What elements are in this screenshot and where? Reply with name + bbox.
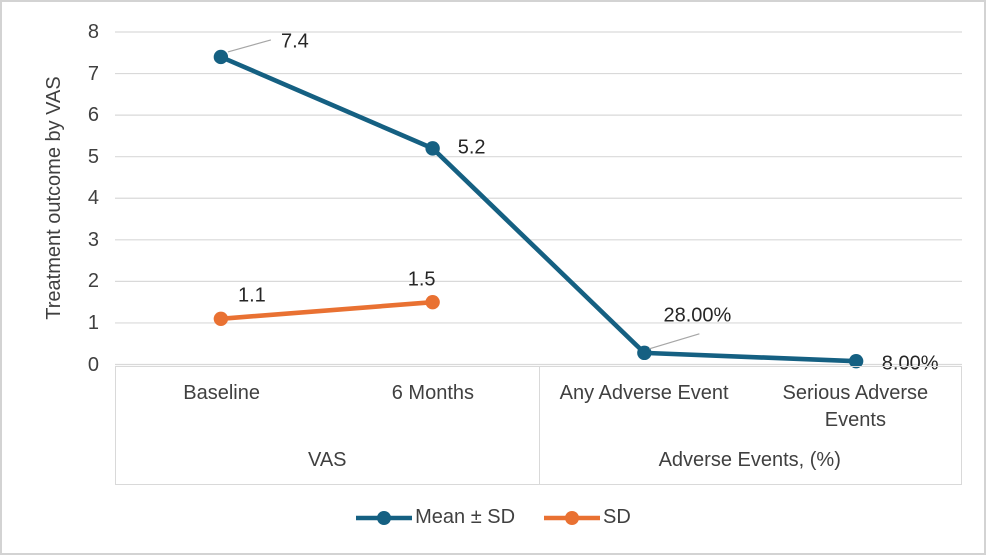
data-point-marker bbox=[848, 353, 864, 369]
category-label: Baseline bbox=[183, 382, 260, 404]
data-point-marker bbox=[213, 311, 229, 326]
category-labels-row: Baseline 6 Months Any Adverse Event Serious… bbox=[116, 380, 961, 434]
data-point-marker bbox=[425, 294, 440, 310]
series-line-sd bbox=[218, 299, 435, 322]
data-label: 1.1 bbox=[237, 284, 266, 307]
y-tick-label: 0 bbox=[87, 353, 99, 376]
y-tick-label: 7 bbox=[87, 62, 99, 85]
data-label: 28.00% bbox=[663, 304, 732, 327]
legend-item: Mean ± SD bbox=[355, 506, 515, 529]
category-label: Serious Adverse Events bbox=[782, 382, 929, 431]
legend-label: SD bbox=[603, 506, 631, 528]
category-group-label: VAS bbox=[307, 449, 347, 471]
legend-label: Mean ± SD bbox=[415, 506, 516, 528]
label-leader-line bbox=[227, 39, 272, 53]
data-label: 8.00% bbox=[881, 352, 939, 375]
category-group-divider bbox=[539, 367, 540, 484]
y-tick-label: 4 bbox=[87, 187, 99, 210]
category-groups-row: VAS Adverse Events, (%) bbox=[116, 447, 961, 473]
data-point-marker bbox=[425, 141, 440, 156]
legend-key-icon bbox=[544, 510, 601, 525]
category-label: 6 Months bbox=[391, 382, 474, 404]
data-point-marker bbox=[213, 49, 229, 65]
y-tick-label: 1 bbox=[87, 311, 99, 334]
legend-item: SD bbox=[543, 506, 631, 529]
series-line-mean-sd bbox=[218, 54, 859, 364]
y-tick-label: 8 bbox=[87, 21, 99, 43]
data-label: 1.5 bbox=[407, 268, 436, 291]
legend: Mean ± SD SD bbox=[2, 506, 984, 529]
y-tick-label: 2 bbox=[87, 270, 99, 293]
label-leader-line bbox=[649, 333, 700, 350]
data-label: 5.2 bbox=[457, 136, 486, 159]
category-axis: Baseline 6 Months Any Adverse Event Serious… bbox=[115, 366, 962, 485]
category-group-label: Adverse Events, (%) bbox=[658, 449, 841, 471]
category-label: Any Adverse Event bbox=[559, 382, 729, 404]
y-tick-label: 5 bbox=[87, 145, 99, 168]
data-point-marker bbox=[637, 345, 652, 361]
y-tick-label: 3 bbox=[87, 228, 99, 251]
data-label: 7.4 bbox=[280, 30, 309, 53]
y-tick-label: 6 bbox=[87, 104, 99, 127]
legend-key-icon bbox=[356, 510, 413, 525]
